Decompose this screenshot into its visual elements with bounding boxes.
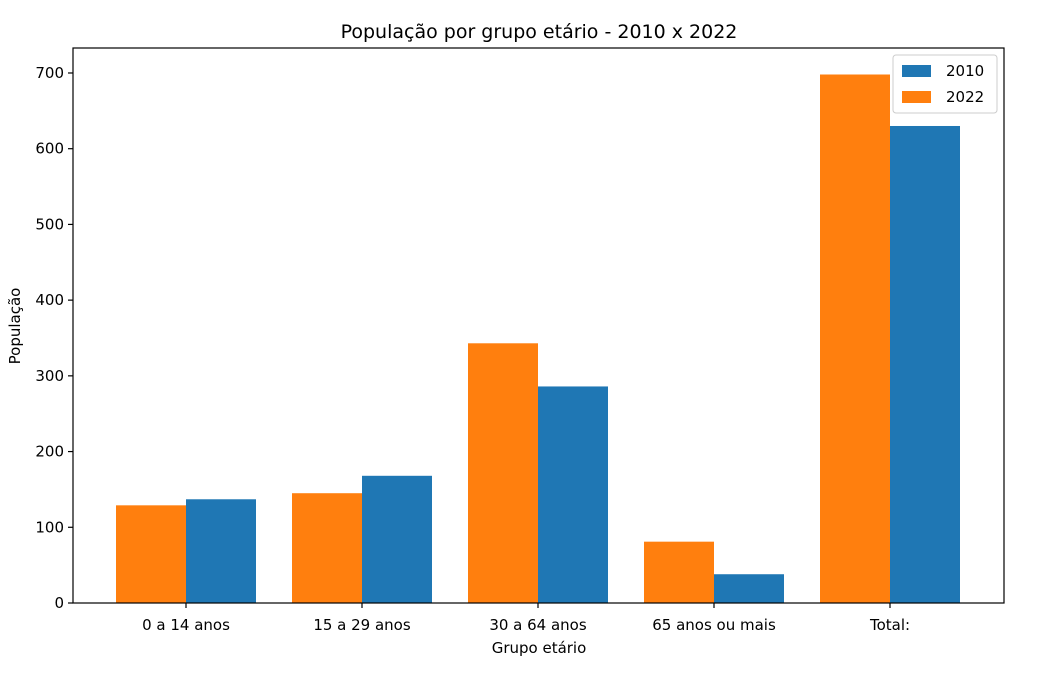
y-tick-label: 500 <box>35 215 64 233</box>
bar-2010-15-a-29-anos <box>362 475 432 603</box>
x-tick-label: 0 a 14 anos <box>142 616 230 634</box>
bar-2010-65-anos-ou-mais <box>714 574 784 603</box>
x-tick-label: Total: <box>869 616 910 634</box>
legend-swatch-2022 <box>902 91 931 103</box>
legend: 2010 2022 <box>892 54 998 114</box>
y-tick-label: 0 <box>54 594 64 612</box>
y-tick-label: 700 <box>35 64 64 82</box>
bar-2010-0-a-14-anos <box>186 499 256 603</box>
plot-frame <box>72 47 1005 604</box>
bar-2022-0-a-14-anos <box>116 505 186 603</box>
y-tick-label: 300 <box>35 367 64 385</box>
x-axis-label: Grupo etário <box>492 639 587 657</box>
y-axis-ticks: 0 100 200 300 400 500 600 700 <box>35 64 73 612</box>
y-tick-label: 100 <box>35 518 64 536</box>
legend-label-2010: 2010 <box>946 62 984 80</box>
bar-2022-15-a-29-anos <box>292 493 362 603</box>
x-tick-label: 15 a 29 anos <box>313 616 411 634</box>
legend-swatch-2010 <box>902 65 931 77</box>
x-axis-ticks: 0 a 14 anos 15 a 29 anos 30 a 64 anos 65 an… <box>142 603 910 634</box>
chart-title: População por grupo etário - 2010 x 2022 <box>341 21 738 43</box>
y-tick-label: 400 <box>35 291 64 309</box>
bar-2022-30-a-64-anos <box>468 343 538 603</box>
x-tick-label: 65 anos ou mais <box>652 616 776 634</box>
bar-2022-65-anos-ou-mais <box>644 541 714 603</box>
bar-2022-total <box>820 74 890 604</box>
bar-2010-30-a-64-anos <box>538 386 608 603</box>
x-tick-label: 30 a 64 anos <box>489 616 587 634</box>
bar-2010-total <box>890 125 960 603</box>
legend-label-2022: 2022 <box>946 88 984 106</box>
y-tick-label: 200 <box>35 443 64 461</box>
y-axis-label: População <box>6 288 24 365</box>
bars-group <box>116 74 960 604</box>
y-tick-label: 600 <box>35 140 64 158</box>
